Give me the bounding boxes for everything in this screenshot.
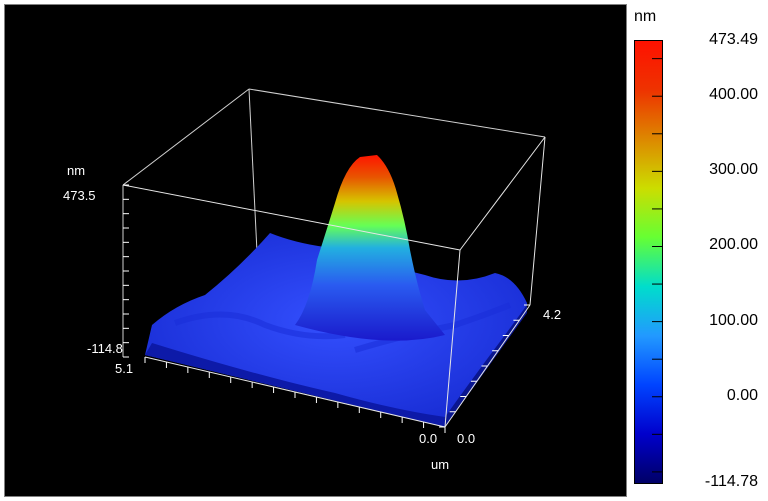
- colorbar-label: 200.00: [709, 236, 758, 254]
- colorbar-label: 0.00: [726, 386, 758, 404]
- x-axis-origin-label: 0.0: [419, 431, 437, 446]
- colorbar-label: 300.00: [709, 161, 758, 179]
- x-axis-max-label: 5.1: [115, 361, 133, 376]
- surface-ridges: [173, 302, 512, 353]
- y-axis-max-label: 4.2: [543, 307, 561, 322]
- colorbar-label: 473.49: [709, 31, 758, 48]
- y-axis-origin-label: 0.0: [457, 431, 475, 446]
- surface-peak: [295, 155, 445, 341]
- surface-plot: nm 473.5 -114.8 5.1 0.0 0.0 4.2 um: [63, 88, 561, 472]
- colorbar-title: nm: [634, 8, 657, 25]
- xy-axis-unit: um: [431, 457, 449, 472]
- z-axis-max-label: 473.5: [63, 188, 96, 203]
- colorbar-ticks: [652, 58, 662, 473]
- axis-ticks: [123, 184, 530, 433]
- z-axis-min-label: -114.8: [87, 341, 123, 356]
- colorbar: [634, 40, 663, 484]
- surface-front-edge: [145, 343, 445, 427]
- colorbar-label: -114.78: [704, 473, 758, 490]
- colorbar-label: 400.00: [709, 86, 758, 104]
- z-axis-unit: nm: [67, 163, 85, 178]
- plot-viewport[interactable]: nm 473.5 -114.8 5.1 0.0 0.0 4.2 um: [4, 4, 627, 497]
- colorbar-label: 100.00: [709, 311, 758, 329]
